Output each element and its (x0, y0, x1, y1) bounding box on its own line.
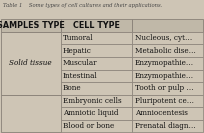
Text: Tumoral: Tumoral (63, 34, 94, 42)
Bar (132, 120, 203, 132)
Bar (61, 19, 132, 32)
Text: Embryonic cells: Embryonic cells (63, 97, 122, 105)
Bar (1, 95, 61, 132)
Text: Intestinal: Intestinal (63, 72, 98, 80)
Bar (61, 32, 132, 44)
Text: Nucleous, cyt…: Nucleous, cyt… (135, 34, 192, 42)
Text: Muscular: Muscular (63, 59, 98, 67)
Text: SAMPLES TYPE: SAMPLES TYPE (0, 21, 65, 30)
Text: CELL TYPE: CELL TYPE (73, 21, 120, 30)
Text: Metabolic dise…: Metabolic dise… (135, 47, 196, 55)
Bar (1, 32, 61, 95)
Text: Solid tissue: Solid tissue (10, 59, 52, 67)
Bar (61, 95, 132, 107)
Bar (132, 95, 203, 107)
Bar (132, 32, 203, 44)
Bar (61, 107, 132, 120)
Text: Blood or bone: Blood or bone (63, 122, 114, 130)
Bar (1, 19, 61, 32)
Text: Tooth or pulp …: Tooth or pulp … (135, 84, 193, 92)
Text: Prenatal diagn…: Prenatal diagn… (135, 122, 195, 130)
Text: Bone: Bone (63, 84, 82, 92)
Bar (61, 44, 132, 57)
Bar (132, 82, 203, 95)
Bar (132, 19, 203, 32)
Text: Amniotic liquid: Amniotic liquid (63, 109, 119, 117)
Bar (61, 82, 132, 95)
Text: Enzymopathie…: Enzymopathie… (135, 72, 194, 80)
Bar (132, 107, 203, 120)
Bar (132, 44, 203, 57)
Bar (132, 57, 203, 70)
Bar (61, 57, 132, 70)
Text: Table 1    Some types of cell cultures and their applications.: Table 1 Some types of cell cultures and … (3, 3, 162, 8)
Text: Hepatic: Hepatic (63, 47, 92, 55)
Text: Pluripotent ce…: Pluripotent ce… (135, 97, 194, 105)
Text: Amniocentesis: Amniocentesis (135, 109, 188, 117)
Bar (61, 120, 132, 132)
Bar (132, 70, 203, 82)
Text: Enzymopathie…: Enzymopathie… (135, 59, 194, 67)
Bar (61, 70, 132, 82)
